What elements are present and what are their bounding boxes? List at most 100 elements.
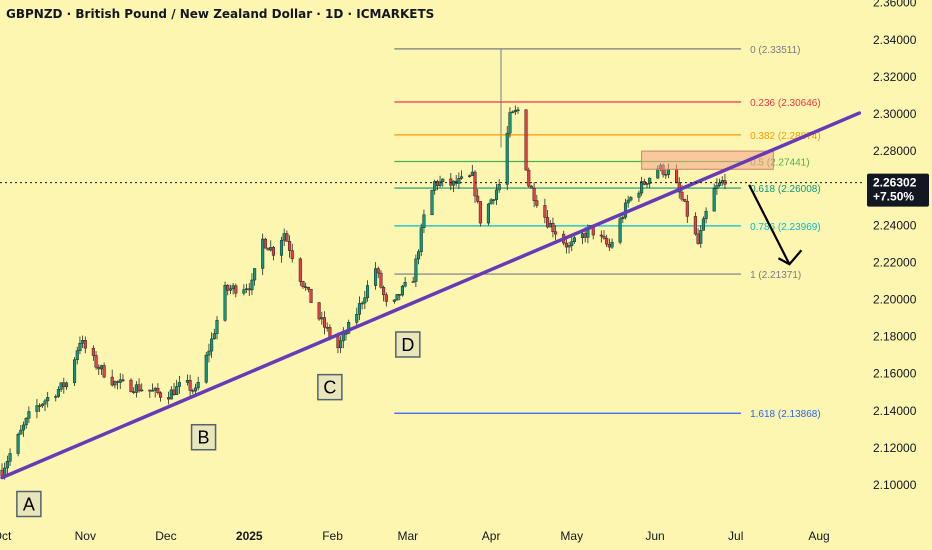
candle-body xyxy=(172,389,176,395)
candle-body xyxy=(438,181,442,186)
candle-body xyxy=(419,227,423,252)
fibonacci-retracement[interactable]: 0 (2.33511) 0.236 (2.30646) 0.382 (2.28874… xyxy=(394,45,821,420)
candle-body xyxy=(357,303,361,315)
candle-body xyxy=(317,302,321,320)
candle-body xyxy=(339,340,343,349)
candle-body xyxy=(516,109,520,112)
candle-body xyxy=(62,382,66,388)
candle-body xyxy=(489,199,493,205)
candle-body xyxy=(132,391,136,394)
candle-body xyxy=(16,434,20,454)
time-tick-label: Dec xyxy=(155,529,176,543)
candle-body xyxy=(24,417,28,426)
candle-body xyxy=(266,247,270,251)
candlesticks xyxy=(0,105,727,480)
candle-body xyxy=(19,429,23,435)
candle-body xyxy=(94,355,98,368)
candle-body xyxy=(532,187,536,201)
current-price-change: +7.50% xyxy=(873,190,914,204)
candle-body xyxy=(355,313,359,323)
point-label-b[interactable]: B xyxy=(190,423,217,451)
candle-body xyxy=(486,203,490,224)
candle-body xyxy=(637,192,641,198)
candle-body xyxy=(59,382,63,390)
candle-body xyxy=(546,217,550,228)
candle-body xyxy=(605,237,609,245)
candle-body xyxy=(5,461,9,469)
price-tick-label: 2.32000 xyxy=(873,70,917,84)
candle-body xyxy=(97,366,101,370)
candle-body xyxy=(365,285,370,299)
price-scale[interactable] xyxy=(862,0,932,550)
price-tick-label: 2.20000 xyxy=(873,293,917,307)
candle-body xyxy=(320,317,324,320)
candle-body xyxy=(83,340,87,349)
candle-body xyxy=(430,190,434,216)
candle-body xyxy=(159,392,163,398)
price-tick-label: 2.36000 xyxy=(873,0,917,10)
candle-body xyxy=(449,178,453,186)
candle-body xyxy=(137,384,141,392)
candle-body xyxy=(226,285,230,291)
price-tick-label: 2.22000 xyxy=(873,255,917,269)
candle-body xyxy=(524,109,528,171)
candle-body xyxy=(645,183,649,185)
time-tick-label: Jun xyxy=(645,529,664,543)
fib-level-label: 1 (2.21371) xyxy=(750,270,801,281)
candle-body xyxy=(185,379,189,383)
time-tick-label: May xyxy=(560,529,583,543)
candle-body xyxy=(360,302,364,305)
candle-body xyxy=(527,169,531,187)
candle-body xyxy=(231,285,235,290)
candle-body xyxy=(298,258,302,282)
point-label-c[interactable]: C xyxy=(317,373,343,401)
candle-body xyxy=(140,389,144,392)
price-tick-label: 2.16000 xyxy=(873,367,917,381)
candle-body xyxy=(228,288,232,291)
forecast-arrow[interactable] xyxy=(748,184,791,265)
price-tick-label: 2.14000 xyxy=(873,404,917,418)
resistance-zone[interactable] xyxy=(641,150,774,170)
candle-body xyxy=(629,197,633,201)
candle-body xyxy=(134,384,138,393)
candle-body xyxy=(204,354,208,383)
candle-body xyxy=(554,231,558,235)
time-tick-label: Aug xyxy=(808,529,829,543)
candle-body xyxy=(457,178,461,184)
candle-body xyxy=(398,294,402,296)
fib-level-label: 0 (2.33511) xyxy=(750,45,800,56)
candle-body xyxy=(75,350,79,361)
price-overlay: 2.26302+7.50% xyxy=(0,173,929,207)
price-tick-label: 2.34000 xyxy=(873,33,917,47)
trendline[interactable] xyxy=(0,111,862,480)
candle-body xyxy=(271,247,275,256)
candle-body xyxy=(110,376,114,386)
fib-level-label: 1.618 (2.13868) xyxy=(750,409,821,420)
candle-body xyxy=(188,379,192,391)
candle-body xyxy=(56,389,60,397)
candle-body xyxy=(21,424,26,431)
candle-body xyxy=(223,285,227,321)
candle-body xyxy=(0,469,4,476)
candle-body xyxy=(148,389,152,392)
point-label-d[interactable]: D xyxy=(395,331,421,358)
candle-body xyxy=(46,397,50,402)
price-tick-label: 2.30000 xyxy=(873,107,917,121)
point-label-a[interactable]: A xyxy=(16,490,42,518)
candle-body xyxy=(285,233,289,242)
candle-body xyxy=(234,285,238,294)
candle-body xyxy=(529,185,533,189)
candle-body xyxy=(301,281,305,287)
candle-body xyxy=(245,288,249,290)
fib-level-label: 0.618 (2.26008) xyxy=(750,184,821,195)
candle-body xyxy=(282,233,286,241)
candle-body xyxy=(666,169,671,175)
candle-body xyxy=(54,396,58,398)
candle-body xyxy=(102,365,106,378)
candle-body xyxy=(328,327,332,337)
candle-body xyxy=(116,381,120,383)
candle-body xyxy=(269,247,273,251)
drawings[interactable]: A B C D xyxy=(0,111,862,518)
candle-body xyxy=(113,381,117,386)
